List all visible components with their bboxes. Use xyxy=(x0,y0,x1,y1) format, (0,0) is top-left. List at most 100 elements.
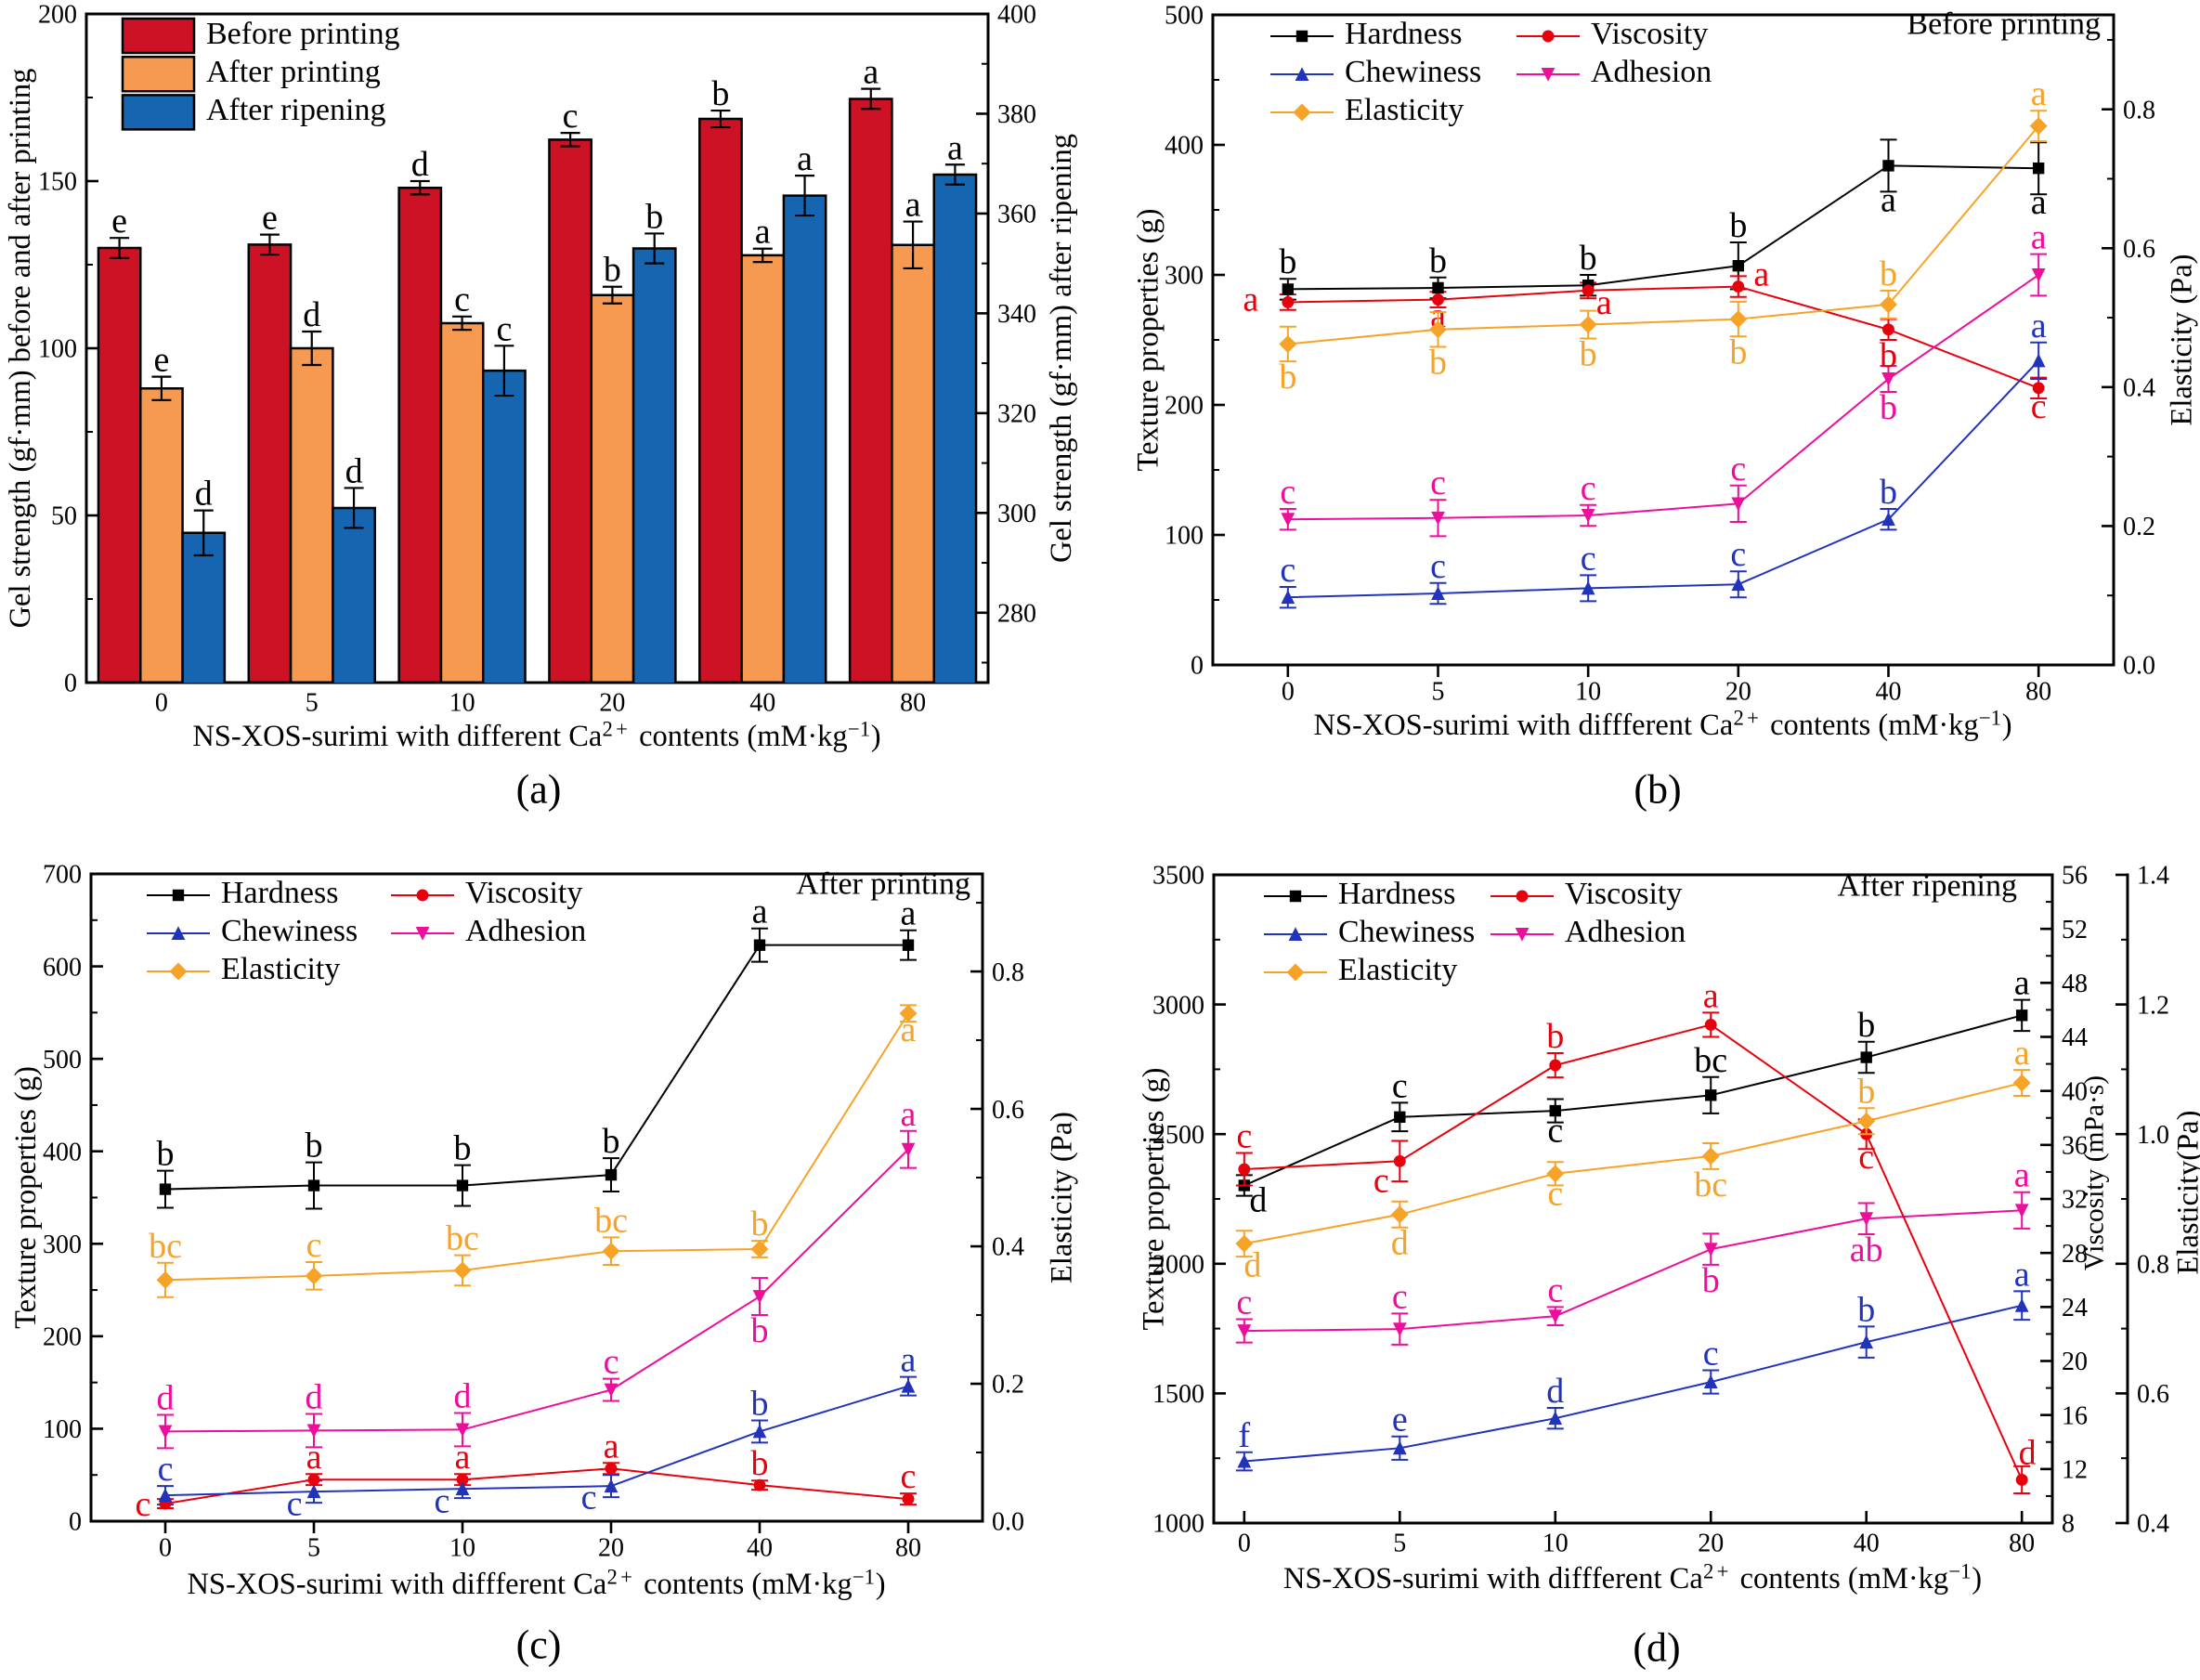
svg-text:Adhesion: Adhesion xyxy=(1565,915,1686,949)
svg-text:b: b xyxy=(1279,242,1296,281)
svg-text:b: b xyxy=(1880,336,1897,375)
svg-text:Hardness: Hardness xyxy=(1345,17,1462,51)
svg-text:40: 40 xyxy=(749,688,775,717)
svg-text:340: 340 xyxy=(997,300,1036,329)
svg-text:bc: bc xyxy=(1694,1041,1727,1080)
svg-text:52: 52 xyxy=(2062,916,2088,944)
svg-text:b: b xyxy=(1279,358,1296,397)
svg-text:a: a xyxy=(2031,183,2047,222)
svg-text:5: 5 xyxy=(1393,1529,1406,1557)
svg-text:b: b xyxy=(1857,1072,1875,1111)
svg-text:a: a xyxy=(901,894,917,933)
svg-text:28: 28 xyxy=(2062,1240,2088,1269)
svg-text:44: 44 xyxy=(2062,1023,2088,1052)
svg-text:N S - X: N S - X O S - s u r i m i w i t h d i f … xyxy=(1313,706,2017,741)
svg-text:a: a xyxy=(1596,283,1612,322)
svg-text:a: a xyxy=(901,1341,917,1380)
svg-text:a: a xyxy=(1243,280,1258,319)
svg-text:a: a xyxy=(306,1438,322,1477)
svg-text:a: a xyxy=(2031,306,2047,345)
svg-text:0.0: 0.0 xyxy=(992,1508,1024,1537)
svg-text:b: b xyxy=(1880,254,1897,293)
svg-text:1.0: 1.0 xyxy=(2137,1121,2169,1150)
svg-text:a: a xyxy=(455,1438,471,1477)
svg-text:Texture properties (g): Texture properties (g) xyxy=(9,1066,43,1329)
svg-text:b: b xyxy=(750,1311,768,1350)
svg-text:0.2: 0.2 xyxy=(2123,513,2155,541)
svg-text:d: d xyxy=(1249,1181,1267,1220)
svg-text:40: 40 xyxy=(747,1533,773,1562)
svg-text:c: c xyxy=(1373,1161,1389,1200)
svg-text:280: 280 xyxy=(997,599,1036,628)
svg-text:360: 360 xyxy=(997,201,1036,229)
svg-text:a: a xyxy=(1753,255,1769,294)
svg-text:0.6: 0.6 xyxy=(992,1096,1024,1125)
svg-text:d: d xyxy=(195,475,213,514)
svg-text:Gel strength (gf·mm) before an: Gel strength (gf·mm) before and after pr… xyxy=(4,69,37,629)
svg-text:Elasticity: Elasticity xyxy=(221,952,340,986)
svg-text:a: a xyxy=(2031,74,2047,113)
svg-text:0.4: 0.4 xyxy=(992,1233,1024,1262)
svg-text:400: 400 xyxy=(997,1,1036,30)
svg-text:0: 0 xyxy=(64,670,77,698)
svg-text:80: 80 xyxy=(900,688,926,717)
svg-text:b: b xyxy=(711,74,729,113)
svg-text:b: b xyxy=(1580,335,1597,374)
svg-text:Texture properties (g): Texture properties (g) xyxy=(1137,1068,1170,1331)
svg-text:Viscosity: Viscosity xyxy=(465,876,582,910)
svg-text:200: 200 xyxy=(1165,392,1204,421)
svg-text:700: 700 xyxy=(43,861,82,890)
svg-text:b: b xyxy=(1880,473,1897,512)
svg-text:d: d xyxy=(303,295,320,334)
svg-text:b: b xyxy=(1880,388,1897,427)
svg-text:600: 600 xyxy=(43,953,82,982)
svg-text:48: 48 xyxy=(2062,970,2088,998)
svg-text:d: d xyxy=(2019,1434,2037,1473)
svg-text:c: c xyxy=(1730,449,1746,488)
svg-text:c: c xyxy=(1581,469,1596,508)
svg-text:2500: 2500 xyxy=(1152,1121,1204,1150)
svg-text:36: 36 xyxy=(2062,1132,2088,1161)
svg-text:e: e xyxy=(111,202,127,241)
svg-text:c: c xyxy=(563,97,579,136)
svg-text:0.4: 0.4 xyxy=(2123,374,2155,403)
svg-text:c: c xyxy=(1280,473,1295,512)
svg-text:1.4: 1.4 xyxy=(2137,862,2169,891)
svg-text:b: b xyxy=(750,1384,768,1423)
svg-text:Elasticity: Elasticity xyxy=(1345,93,1464,127)
svg-text:a: a xyxy=(2031,218,2047,257)
svg-text:24: 24 xyxy=(2062,1294,2088,1322)
svg-text:b: b xyxy=(1702,1261,1720,1300)
svg-text:d: d xyxy=(1546,1372,1564,1411)
svg-text:10: 10 xyxy=(449,1533,475,1562)
svg-text:Chewiness: Chewiness xyxy=(221,914,358,948)
svg-text:c: c xyxy=(1547,1174,1563,1213)
svg-text:20: 20 xyxy=(1698,1529,1724,1557)
svg-text:a: a xyxy=(1703,976,1719,1015)
svg-text:Before printing: Before printing xyxy=(1907,7,2101,41)
svg-text:20: 20 xyxy=(1725,677,1751,706)
svg-text:b: b xyxy=(750,1444,768,1483)
svg-text:c: c xyxy=(1280,551,1295,590)
svg-text:c: c xyxy=(287,1484,303,1523)
svg-text:0.8: 0.8 xyxy=(2123,96,2155,124)
svg-text:200: 200 xyxy=(43,1323,82,1352)
svg-text:0.6: 0.6 xyxy=(2137,1380,2169,1409)
svg-text:40: 40 xyxy=(2062,1077,2088,1106)
svg-text:a: a xyxy=(901,1010,917,1049)
svg-text:d: d xyxy=(411,145,429,184)
svg-text:0.6: 0.6 xyxy=(2123,235,2155,264)
svg-text:320: 320 xyxy=(997,400,1036,429)
svg-text:e: e xyxy=(153,340,169,379)
svg-text:bc: bc xyxy=(1694,1166,1727,1205)
svg-text:c: c xyxy=(136,1485,151,1524)
svg-text:(a): (a) xyxy=(516,767,562,813)
svg-text:Elasticity (Pa): Elasticity (Pa) xyxy=(1046,1112,1079,1283)
svg-text:After printing: After printing xyxy=(206,55,381,89)
svg-text:0: 0 xyxy=(155,688,168,717)
svg-text:50: 50 xyxy=(51,502,77,531)
svg-text:0: 0 xyxy=(69,1508,82,1537)
svg-text:c: c xyxy=(604,1343,619,1382)
svg-text:3500: 3500 xyxy=(1152,862,1204,891)
svg-text:c: c xyxy=(901,1457,917,1496)
